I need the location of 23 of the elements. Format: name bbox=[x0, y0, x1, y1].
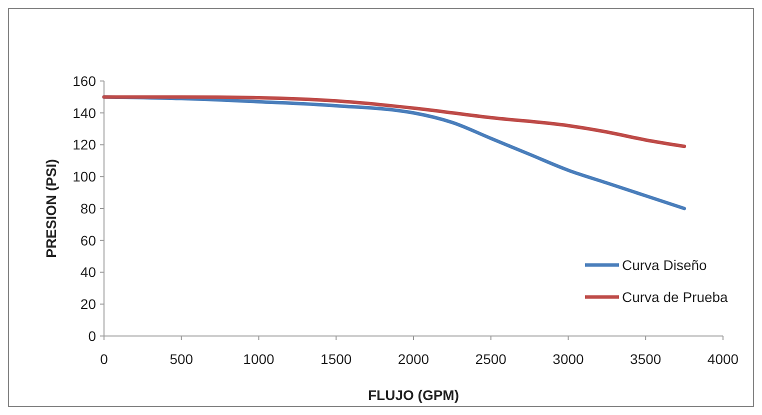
x-tick-label: 0 bbox=[100, 351, 108, 367]
x-tick-label: 2000 bbox=[398, 351, 430, 367]
y-tick-label: 80 bbox=[80, 200, 96, 216]
x-tick-label: 2500 bbox=[475, 351, 507, 367]
x-tick-label: 500 bbox=[170, 351, 194, 367]
x-tick-label: 1500 bbox=[320, 351, 352, 367]
y-tick-label: 40 bbox=[80, 264, 96, 280]
x-tick-label: 3000 bbox=[552, 351, 584, 367]
x-tick-label: 3500 bbox=[630, 351, 662, 367]
y-tick-label: 60 bbox=[80, 232, 96, 248]
y-tick-label: 160 bbox=[72, 72, 96, 89]
y-tick-label: 120 bbox=[72, 136, 96, 153]
line-series bbox=[102, 95, 686, 148]
x-axis-title: FLUJO (GPM) bbox=[368, 387, 459, 403]
y-tick-label: 20 bbox=[80, 296, 96, 312]
x-tick-label: 4000 bbox=[707, 351, 739, 367]
y-tick-label: 100 bbox=[72, 168, 96, 185]
legend-label: Curva Diseño bbox=[622, 256, 708, 273]
y-tick-label: 140 bbox=[72, 104, 96, 121]
y-tick-label: 0 bbox=[88, 328, 96, 344]
y-axis-title: PRESION (PSI) bbox=[43, 159, 59, 258]
x-tick-label: 1000 bbox=[243, 351, 275, 367]
legend-label: Curva de Prueba bbox=[622, 288, 728, 305]
